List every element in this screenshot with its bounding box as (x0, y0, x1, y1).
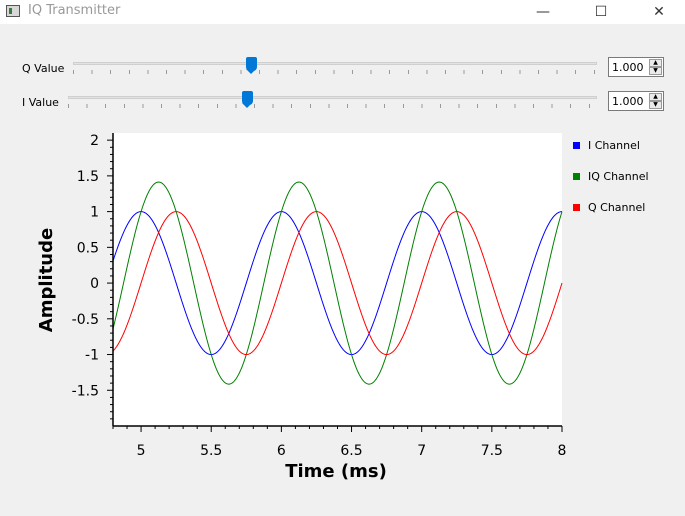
x-tick-label: 8 (558, 443, 567, 459)
q-slider-handle[interactable] (245, 57, 257, 74)
x-tick-label: 7.5 (481, 443, 503, 459)
y-tick-label: 0.5 (77, 240, 99, 256)
i-value-text[interactable]: 1.000 (612, 95, 644, 108)
legend-swatch (573, 204, 580, 211)
legend-label: I Channel (588, 139, 640, 152)
y-tick-label: 1 (90, 205, 99, 221)
window-title: IQ Transmitter (28, 3, 121, 18)
i-value-slider[interactable] (68, 91, 597, 111)
y-axis-label: Amplitude (36, 228, 57, 332)
slider-ticks (73, 70, 597, 74)
q-value-spinbox[interactable]: 1.000 ▲ ▼ (608, 57, 664, 77)
i-spin-down-button[interactable]: ▼ (649, 101, 662, 109)
i-value-spinbox[interactable]: 1.000 ▲ ▼ (608, 91, 664, 111)
legend-swatch (573, 173, 580, 180)
y-tick-label: -0.5 (72, 312, 99, 328)
y-tick-label: -1.5 (72, 383, 99, 399)
legend-label: Q Channel (588, 201, 646, 214)
y-tick-label: 1.5 (77, 169, 99, 185)
i-value-label: I Value (22, 96, 59, 109)
series-line-iq-channel (112, 181, 563, 385)
series-line-i-channel (112, 211, 563, 356)
q-value-text[interactable]: 1.000 (612, 61, 644, 74)
legend-item-i-channel: I Channel (573, 139, 640, 152)
series-line-q-channel (112, 211, 563, 356)
x-tick-label: 6 (277, 443, 286, 459)
slider-groove (68, 96, 597, 99)
close-button[interactable]: ✕ (653, 4, 665, 20)
title-bar: IQ Transmitter — ☐ ✕ (0, 0, 685, 24)
q-spin-up-button[interactable]: ▲ (649, 59, 662, 67)
y-tick-label: -1 (85, 348, 99, 364)
i-spin-up-button[interactable]: ▲ (649, 93, 662, 101)
q-spin-down-button[interactable]: ▼ (649, 67, 662, 75)
legend-label: IQ Channel (588, 170, 649, 183)
app-icon (6, 5, 20, 17)
q-value-slider[interactable] (73, 57, 597, 77)
slider-ticks (68, 104, 597, 108)
legend-item-iq-channel: IQ Channel (573, 170, 649, 183)
x-tick-label: 5.5 (200, 443, 222, 459)
slider-groove (73, 62, 597, 65)
minimize-button[interactable]: — (536, 4, 550, 20)
legend-swatch (573, 142, 580, 149)
x-tick-label: 5 (137, 443, 146, 459)
legend-item-q-channel: Q Channel (573, 201, 645, 214)
x-tick-label: 7 (417, 443, 426, 459)
x-axis-label: Time (ms) (285, 461, 387, 482)
plot-area (113, 133, 562, 426)
i-slider-handle[interactable] (242, 91, 254, 108)
y-tick-label: 0 (90, 276, 99, 292)
y-tick-label: 2 (90, 133, 99, 149)
x-tick-label: 6.5 (340, 443, 362, 459)
q-value-label: Q Value (22, 62, 65, 75)
maximize-button[interactable]: ☐ (594, 4, 608, 20)
